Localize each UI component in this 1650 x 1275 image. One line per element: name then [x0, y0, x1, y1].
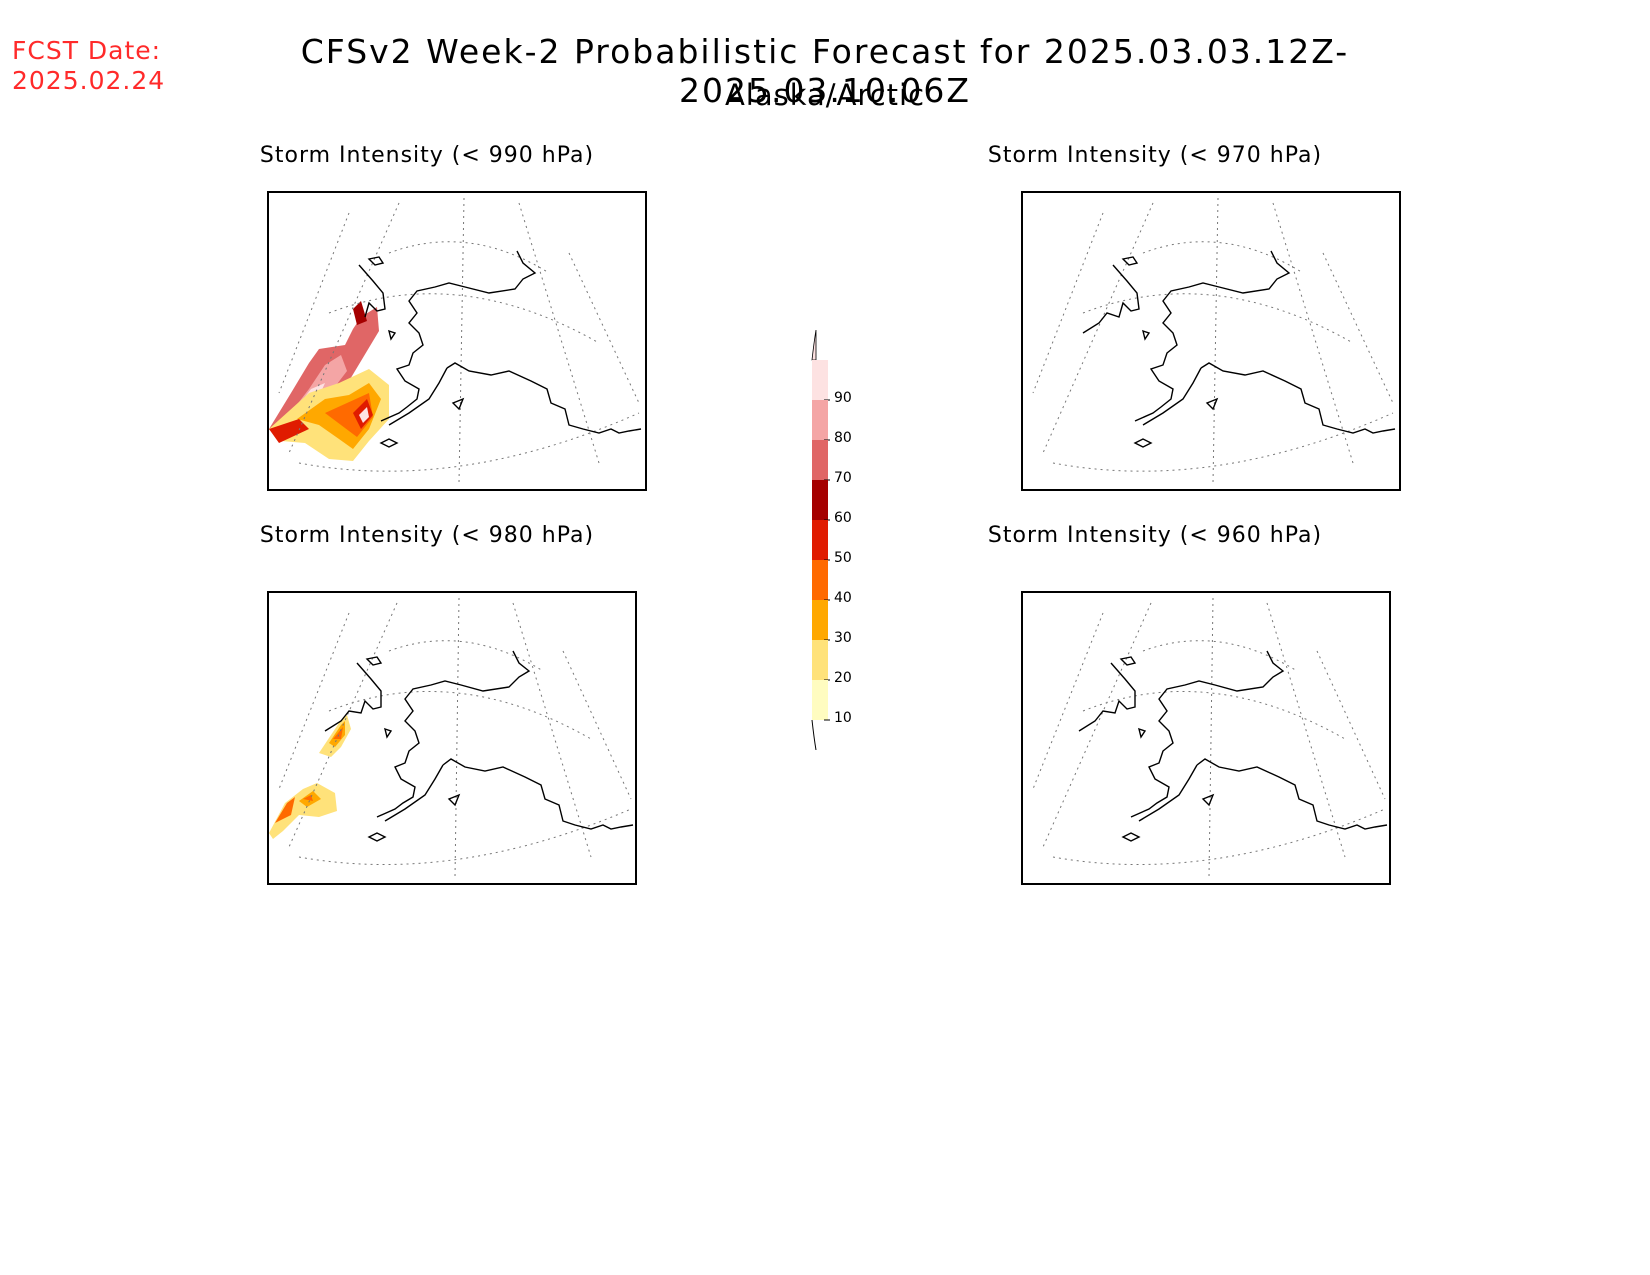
colorbar-swatch	[812, 640, 828, 680]
graticule-980	[278, 597, 632, 878]
graticule-970	[1032, 197, 1394, 484]
forecast-date-value: 2025.02.24	[12, 66, 166, 95]
map-panel-960	[1021, 591, 1391, 885]
probability-shading-980	[269, 715, 351, 839]
colorbar-label: 10	[834, 710, 852, 726]
forecast-date-block: FCST Date: 2025.02.24	[12, 36, 165, 96]
map-panel-970	[1021, 191, 1401, 491]
panel-title-960: Storm Intensity (< 960 hPa)	[987, 523, 1323, 548]
colorbar-bottom-arrow	[811, 719, 817, 750]
colorbar-label: 20	[834, 670, 852, 686]
page-title: CFSv2 Week-2 Probabilistic Forecast for …	[300, 32, 1350, 110]
graticule-960	[1032, 597, 1386, 878]
colorbar-label: 90	[834, 390, 852, 406]
colorbar-swatch	[812, 520, 828, 560]
coastline-980	[324, 650, 634, 842]
colorbar-swatch	[812, 400, 828, 440]
colorbar-swatch	[812, 600, 828, 640]
panel-title-970: Storm Intensity (< 970 hPa)	[987, 143, 1323, 168]
colorbar-label: 30	[834, 630, 852, 646]
coastline-990	[358, 250, 642, 448]
graticule-990	[278, 197, 640, 484]
page-subtitle: Alaska/Arctic	[724, 78, 926, 112]
colorbar-top-arrow	[811, 330, 817, 361]
forecast-date-label: FCST Date:	[12, 36, 162, 65]
colorbar-label: 70	[834, 470, 852, 486]
probability-shading-990	[269, 301, 389, 461]
colorbar-label: 40	[834, 590, 852, 606]
panel-title-980: Storm Intensity (< 980 hPa)	[259, 523, 595, 548]
panel-title-990: Storm Intensity (< 990 hPa)	[259, 143, 595, 168]
colorbar-swatch	[812, 360, 828, 400]
colorbar-swatch	[812, 680, 828, 720]
map-980-svg	[269, 597, 634, 878]
colorbar: 90 80 70 60 50 40 30 20 10	[800, 330, 880, 750]
coastline-970	[1082, 250, 1396, 448]
colorbar-swatches	[811, 330, 830, 750]
coastline-960	[1078, 650, 1388, 842]
map-panel-990	[267, 191, 647, 491]
map-panel-980	[267, 591, 637, 885]
colorbar-swatch	[812, 480, 828, 520]
colorbar-label: 60	[834, 510, 852, 526]
map-960-svg	[1032, 597, 1388, 878]
colorbar-label: 50	[834, 550, 852, 566]
colorbar-label: 80	[834, 430, 852, 446]
map-970-svg	[1032, 197, 1396, 484]
colorbar-swatch	[812, 440, 828, 480]
colorbar-swatch	[812, 560, 828, 600]
map-990-svg	[269, 197, 642, 484]
